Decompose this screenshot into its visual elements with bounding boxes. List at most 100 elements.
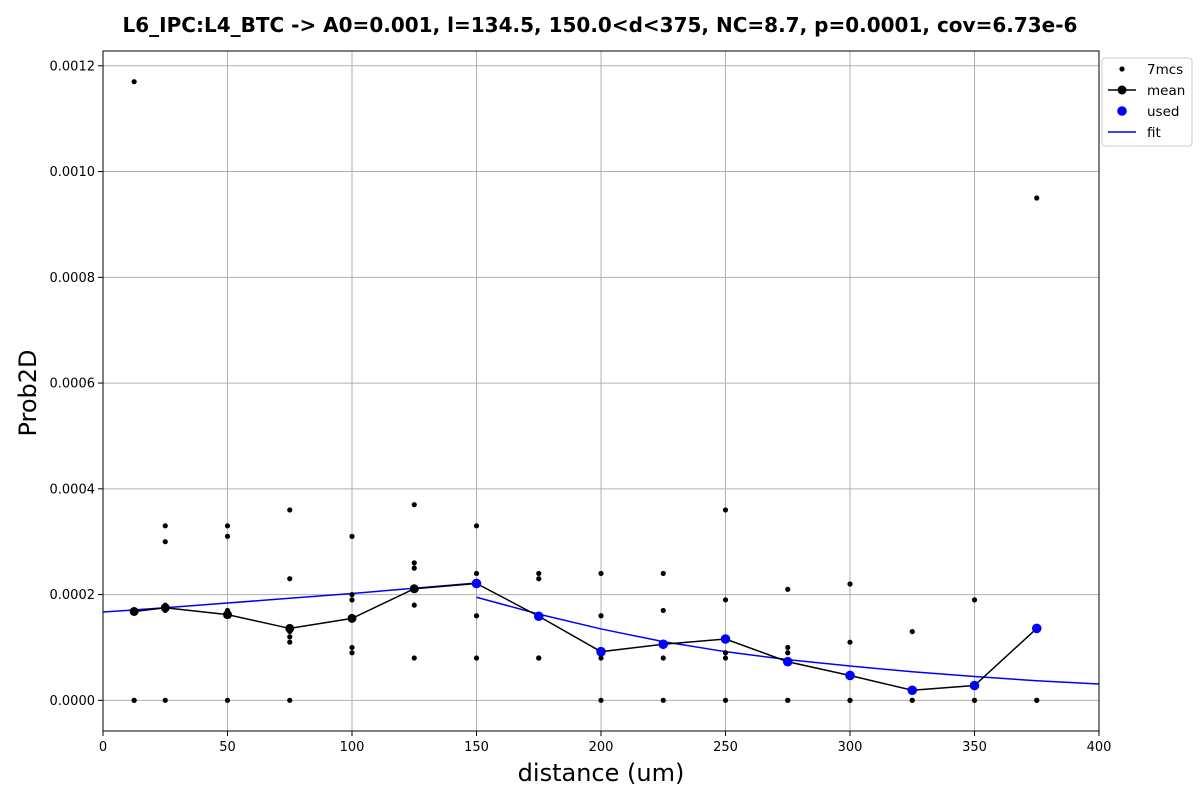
mcs-point xyxy=(785,650,791,656)
legend-label: used xyxy=(1147,104,1179,120)
x-tick-label: 100 xyxy=(340,740,365,755)
used-point xyxy=(782,656,793,667)
legend-label: mean xyxy=(1147,83,1185,99)
x-tick-label: 400 xyxy=(1087,740,1112,755)
mean-point xyxy=(347,613,357,623)
mcs-point xyxy=(287,507,293,513)
used-point xyxy=(845,670,855,681)
y-tick-label: 0.0012 xyxy=(50,59,96,74)
mcs-point xyxy=(349,591,355,598)
mcs-point xyxy=(131,79,137,85)
mcs-point xyxy=(722,507,729,513)
fit-line-segment xyxy=(103,582,477,613)
plot-frame xyxy=(102,50,1100,732)
mcs-point xyxy=(971,697,978,703)
used-point xyxy=(596,646,606,657)
legend-label: 7mcs xyxy=(1147,62,1183,78)
chart-title: L6_IPC:L4_BTC -> A0=0.001, l=134.5, 150.… xyxy=(123,13,1078,37)
mcs-point xyxy=(411,586,417,592)
x-axis-label: distance (um) xyxy=(518,759,685,787)
used-point xyxy=(720,634,731,644)
mcs-point xyxy=(660,570,666,577)
mcs-point xyxy=(785,586,791,592)
legend-label: fit xyxy=(1147,125,1161,141)
plot-series xyxy=(103,79,1099,703)
x-tick-label: 200 xyxy=(589,740,614,755)
y-axis-ticks: 0.0000 0.0002 0.0004 0.0006 0.0008 0.0010 0.00… xyxy=(50,59,103,709)
y-tick-label: 0.0002 xyxy=(50,588,96,603)
mean-line xyxy=(134,582,1038,692)
mcs-point xyxy=(349,533,355,540)
mcs-point xyxy=(287,639,293,645)
mcs-point xyxy=(971,597,978,603)
mcs-point xyxy=(349,644,355,651)
mcs-point xyxy=(473,570,480,577)
x-tick-label: 300 xyxy=(838,740,863,755)
mcs-point xyxy=(162,697,168,703)
mcs-point xyxy=(287,634,293,640)
mcs-point xyxy=(162,539,168,545)
mcs-point xyxy=(131,697,137,703)
mcs-point xyxy=(660,655,666,661)
mcs-point xyxy=(1034,195,1040,201)
mcs-point xyxy=(349,597,355,603)
mcs-point xyxy=(598,570,604,577)
mcs-point xyxy=(411,502,417,508)
used-point xyxy=(907,685,918,696)
mcs-point xyxy=(785,697,791,703)
mcs-point xyxy=(598,613,604,619)
mcs-point xyxy=(722,697,729,703)
x-tick-label: 0 xyxy=(99,740,107,755)
mcs-point xyxy=(660,697,666,703)
mcs-point xyxy=(162,607,168,614)
mcs-point xyxy=(131,610,137,616)
mcs-point xyxy=(349,650,355,656)
mcs-point xyxy=(847,697,853,703)
legend-mean-marker xyxy=(1117,85,1127,95)
mcs-point xyxy=(598,655,604,661)
x-tick-label: 250 xyxy=(713,740,738,755)
used-point xyxy=(471,578,482,589)
mcs-point xyxy=(411,602,417,608)
y-tick-label: 0.0010 xyxy=(50,165,96,180)
mcs-point xyxy=(411,655,417,661)
mcs-point xyxy=(598,697,604,703)
y-tick-label: 0.0006 xyxy=(50,377,96,392)
fit-line-segment xyxy=(476,596,1099,685)
y-axis-label: Prob2D xyxy=(14,349,42,436)
mcs-point xyxy=(660,607,666,614)
mcs-point xyxy=(224,613,231,619)
mcs-point xyxy=(224,523,231,529)
mcs-point xyxy=(785,644,791,651)
mcs-point xyxy=(722,597,729,603)
y-tick-label: 0.0004 xyxy=(50,482,96,497)
used-point xyxy=(1031,623,1042,634)
x-tick-label: 50 xyxy=(219,740,236,755)
mcs-point xyxy=(162,523,168,529)
mcs-point xyxy=(287,628,293,635)
mcs-point xyxy=(224,533,231,540)
used-point xyxy=(658,639,669,650)
mcs-point xyxy=(536,655,542,661)
legend-box xyxy=(1101,57,1193,147)
mcs-point xyxy=(287,576,293,582)
x-axis-ticks: 0 50 100 150 200 250 300 350 400 xyxy=(99,731,1112,755)
mcs-point xyxy=(473,613,480,619)
mcs-point xyxy=(287,697,293,703)
x-tick-label: 150 xyxy=(464,740,489,755)
plot-area xyxy=(103,79,1099,703)
mcs-point xyxy=(909,628,915,635)
mcs-point xyxy=(1034,697,1040,703)
mcs-point xyxy=(473,523,480,529)
mcs-point xyxy=(224,697,231,703)
used-point xyxy=(969,680,980,691)
mcs-point xyxy=(411,565,417,571)
mcs-point xyxy=(847,639,853,645)
y-tick-label: 0.0008 xyxy=(50,271,96,286)
used-point xyxy=(533,611,544,622)
mcs-point xyxy=(536,576,542,582)
mcs-point xyxy=(847,581,853,587)
mcs-point xyxy=(411,560,417,566)
mcs-point xyxy=(909,697,915,703)
